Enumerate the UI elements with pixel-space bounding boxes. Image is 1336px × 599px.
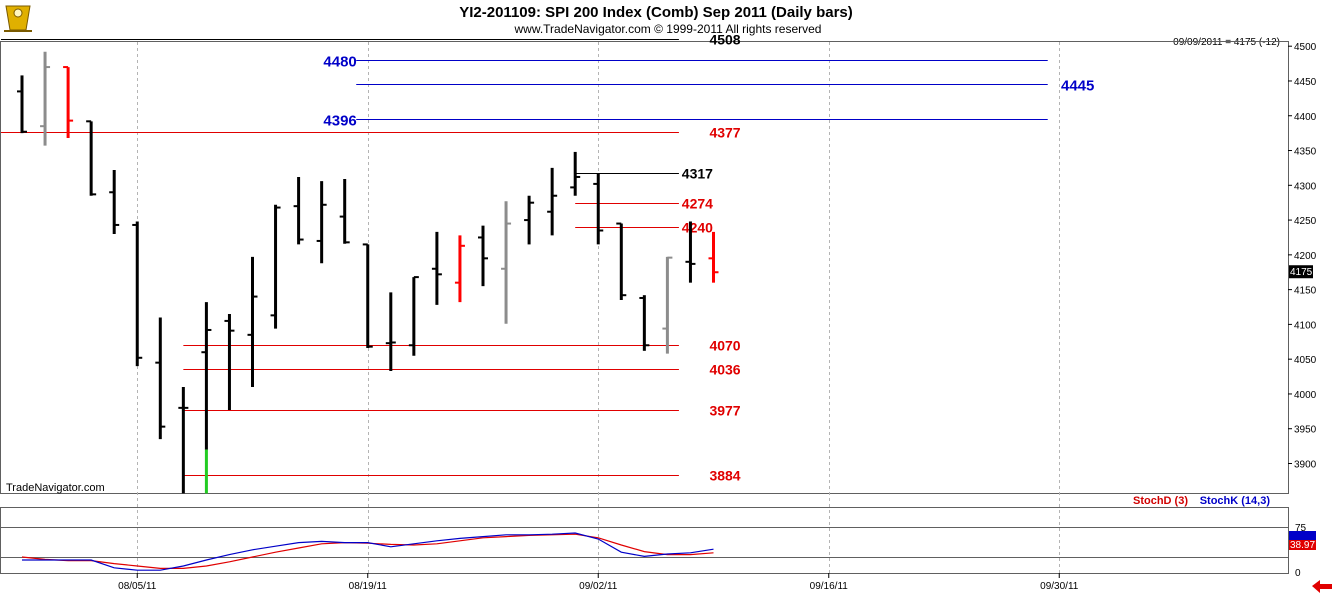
current-price-label: 4175 — [1290, 267, 1313, 278]
level-label-4508: 4508 — [709, 32, 740, 48]
price-panel-frame — [0, 41, 1289, 494]
price-bar — [86, 120, 97, 196]
price-bar — [63, 66, 74, 139]
price-bar — [501, 201, 512, 324]
level-label-4377: 4377 — [709, 125, 740, 141]
date-tick-label: 08/19/11 — [349, 581, 388, 592]
price-bar — [178, 386, 189, 494]
chart-title: YI2-201109: SPI 200 Index (Comb) Sep 201… — [459, 4, 853, 21]
price-tick-label: 4400 — [1294, 112, 1317, 123]
price-tick-label: 4450 — [1294, 77, 1317, 88]
price-tick-label: 3950 — [1294, 425, 1317, 436]
copyright-text: www.TradeNavigator.com © 1999-2011 All r… — [514, 22, 822, 36]
date-tick-label: 08/05/11 — [118, 581, 157, 592]
price-tick-label: 4150 — [1294, 286, 1317, 297]
price-bar — [639, 295, 650, 351]
price-bar — [547, 167, 558, 236]
price-bar — [132, 221, 143, 367]
stochd-line — [21, 533, 714, 570]
stoch-tick-label: 0 — [1295, 568, 1301, 579]
watermark-text: TradeNavigator.com — [6, 482, 105, 494]
scroll-right-arrow[interactable] — [1309, 580, 1335, 593]
stochk-legend: StochK (14,3) — [1200, 495, 1271, 507]
price-bar — [385, 292, 396, 371]
level-label-4070: 4070 — [709, 338, 740, 354]
price-bar — [685, 221, 696, 283]
price-bar — [293, 176, 304, 245]
stoch-layer — [21, 532, 714, 571]
stoch-panel-frame — [0, 507, 1289, 574]
current-price-badge — [1289, 265, 1313, 279]
price-tick-label: 4300 — [1294, 181, 1317, 192]
level-label-4240: 4240 — [682, 220, 713, 236]
bars-layer — [17, 51, 719, 494]
price-bar — [109, 169, 120, 234]
level-label-4396: 4396 — [323, 113, 356, 130]
trade-navigator-logo — [4, 5, 32, 32]
level-label-4445: 4445 — [1061, 78, 1094, 95]
price-tick-label: 3900 — [1294, 460, 1317, 471]
price-bar — [662, 256, 673, 354]
last-value-readout: 09/09/2011 = 4175 (-12) — [1173, 37, 1280, 48]
stochd-legend: StochD (3) — [1133, 495, 1188, 507]
price-tick-label: 4050 — [1294, 355, 1317, 366]
date-tick-label: 09/16/11 — [810, 581, 849, 592]
level-label-4480: 4480 — [323, 54, 356, 71]
price-tick-label: 4250 — [1294, 216, 1317, 227]
price-bar — [316, 181, 327, 264]
stochk-line — [22, 532, 714, 571]
price-bar — [247, 256, 258, 387]
price-bar — [362, 243, 373, 349]
stochd-badge — [1289, 540, 1316, 550]
level-label-4036: 4036 — [709, 362, 740, 378]
date-tick-label: 09/02/11 — [579, 581, 618, 592]
stochk-badge — [1289, 531, 1316, 540]
date-axis: 08/05/11 08/19/11 09/02/11 09/16/11 09/30/11 — [118, 573, 1079, 592]
price-bar — [431, 231, 442, 305]
price-tick-label: 4000 — [1294, 390, 1317, 401]
price-bar — [478, 225, 488, 287]
price-axis: 3900 3950 4000 4050 4100 4150 4200 4250 4300 4350… — [1288, 42, 1317, 579]
level-label-4317: 4317 — [682, 166, 713, 182]
level-label-3884: 3884 — [709, 468, 740, 484]
price-bar — [201, 302, 212, 450]
price-bar — [524, 195, 535, 245]
stoch-tick-label: 75 — [1295, 523, 1307, 534]
price-bar — [408, 276, 419, 356]
price-tick-label: 4500 — [1294, 42, 1317, 53]
price-tick-label: 4200 — [1294, 251, 1317, 262]
stoch-value-label: 38.97 — [1290, 540, 1315, 551]
price-bar — [155, 317, 166, 440]
price-bar — [17, 75, 27, 134]
price-tick-label: 4350 — [1294, 147, 1317, 158]
price-bar — [270, 204, 281, 329]
price-bar — [570, 151, 581, 196]
price-bar — [593, 173, 604, 245]
date-tick-label: 09/30/11 — [1040, 581, 1079, 592]
level-label-3977: 3977 — [709, 403, 740, 419]
price-bar — [708, 231, 719, 283]
price-bar — [224, 313, 235, 410]
price-bar — [454, 235, 465, 303]
price-tick-label: 4100 — [1294, 320, 1317, 331]
price-bar — [40, 51, 51, 146]
levels-layer: 4508 4480 4445 4396 4377 4317 4274 4240 4070 4036… — [1, 32, 1094, 484]
price-bar — [616, 222, 627, 301]
level-label-4274: 4274 — [682, 196, 713, 212]
price-bar — [339, 179, 350, 244]
